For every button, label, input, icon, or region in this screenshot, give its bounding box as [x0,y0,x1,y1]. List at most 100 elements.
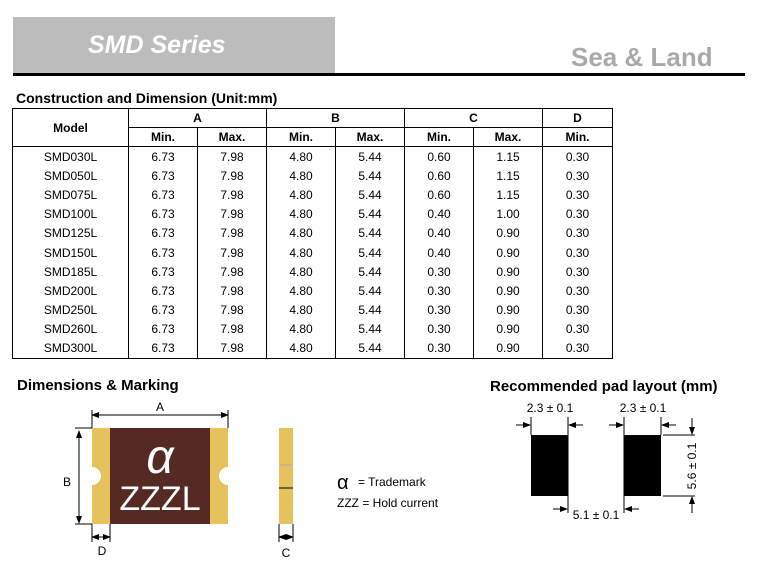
value-cell: 0.30 [404,319,474,339]
value-cell: 0.90 [473,242,543,263]
value-cell: 1.15 [473,146,543,167]
value-cell: 4.80 [266,281,336,301]
group-header: D [542,108,613,128]
table-row: SMD260L 6.73 7.98 4.80 5.44 0.30 0.90 0.30 [12,319,613,339]
value-cell: 5.44 [335,262,405,282]
value-cell: 7.98 [197,319,267,339]
model-header: Model [12,108,129,147]
value-cell: 0.30 [542,204,613,224]
brand-name: Sea & Land [571,42,713,72]
value-cell: 5.44 [335,338,405,359]
model-cell: SMD300L [12,338,129,359]
value-cell: 5.44 [335,146,405,167]
label-b: B [63,475,71,489]
value-cell: 0.60 [404,146,474,167]
value-cell: 0.90 [473,223,543,243]
value-cell: 4.80 [266,223,336,243]
label-d: D [98,544,107,558]
series-banner: SMD Series [13,17,335,73]
group-header: A [128,108,267,128]
table-row: SMD050L 6.73 7.98 4.80 5.44 0.60 1.15 0.30 [12,166,613,186]
value-cell: 6.73 [128,319,198,339]
value-cell: 7.98 [197,204,267,224]
model-cell: SMD250L [12,300,129,320]
group-header: B [266,108,405,128]
subheader: Min. [404,127,474,147]
value-cell: 0.60 [404,185,474,205]
value-cell: 0.90 [473,281,543,301]
value-cell: 4.80 [266,185,336,205]
value-cell: 4.80 [266,262,336,282]
value-cell: 6.73 [128,300,198,320]
value-cell: 6.73 [128,166,198,186]
value-cell: 6.73 [128,204,198,224]
subheader: Min. [266,127,336,147]
value-cell: 1.15 [473,185,543,205]
value-cell: 5.44 [335,242,405,263]
table-row: SMD185L 6.73 7.98 4.80 5.44 0.30 0.90 0.30 [12,262,613,282]
value-cell: 5.44 [335,204,405,224]
value-cell: 4.80 [266,242,336,263]
value-cell: 5.44 [335,185,405,205]
table-row: SMD075L 6.73 7.98 4.80 5.44 0.60 1.15 0.30 [12,185,613,205]
value-cell: 0.60 [404,166,474,186]
value-cell: 0.90 [473,262,543,282]
legend-hold-current: ZZZ = Hold current [337,496,439,510]
value-cell: 7.98 [197,338,267,359]
model-cell: SMD100L [12,204,129,224]
table-row: SMD125L 6.73 7.98 4.80 5.44 0.40 0.90 0.30 [12,223,613,243]
value-cell: 6.73 [128,242,198,263]
pad-title: Recommended pad layout (mm) [490,378,718,395]
value-cell: 0.30 [404,281,474,301]
value-cell: 5.44 [335,166,405,186]
model-cell: SMD185L [12,262,129,282]
pad-left [531,435,568,496]
table-row: SMD150L 6.73 7.98 4.80 5.44 0.40 0.90 0.30 [12,242,613,263]
table-row: SMD300L 6.73 7.98 4.80 5.44 0.30 0.90 0.30 [12,338,613,359]
value-cell: 0.30 [542,281,613,301]
header-rule [13,73,745,76]
value-cell: 0.30 [404,338,474,359]
value-cell: 4.80 [266,338,336,359]
value-cell: 4.80 [266,319,336,339]
component-top-view: α ZZZL [83,428,237,524]
value-cell: 4.80 [266,166,336,186]
subheader: Max. [197,127,267,147]
value-cell: 0.30 [542,242,613,263]
value-cell: 0.40 [404,242,474,263]
pad-gap: 5.1 ± 0.1 [573,508,620,522]
value-cell: 0.90 [473,319,543,339]
value-cell: 1.00 [473,204,543,224]
component-side-view [279,428,293,524]
value-cell: 7.98 [197,166,267,186]
value-cell: 0.30 [542,185,613,205]
value-cell: 0.90 [473,338,543,359]
table-row: SMD030L 6.73 7.98 4.80 5.44 0.60 1.15 0.30 [12,146,613,167]
value-cell: 6.73 [128,146,198,167]
table-row: SMD250L 6.73 7.98 4.80 5.44 0.30 0.90 0.30 [12,300,613,320]
group-header: C [404,108,543,128]
model-cell: SMD050L [12,166,129,186]
table-row: SMD200L 6.73 7.98 4.80 5.44 0.30 0.90 0.30 [12,281,613,301]
marking-code: ZZZL [119,480,200,518]
value-cell: 6.73 [128,185,198,205]
diagrams: α ZZZL A B D C α = Trademark ZZZ = Hold … [63,400,699,560]
value-cell: 7.98 [197,262,267,282]
value-cell: 4.80 [266,300,336,320]
value-cell: 7.98 [197,223,267,243]
label-a: A [156,400,164,414]
trademark-symbol: α [146,431,175,484]
subheader: Min. [542,127,613,147]
model-cell: SMD200L [12,281,129,301]
subheader: Max. [473,127,543,147]
value-cell: 0.40 [404,204,474,224]
value-cell: 5.44 [335,319,405,339]
value-cell: 0.30 [542,146,613,167]
value-cell: 4.80 [266,146,336,167]
value-cell: 0.90 [473,300,543,320]
value-cell: 0.30 [542,223,613,243]
value-cell: 0.30 [542,319,613,339]
value-cell: 5.44 [335,223,405,243]
subheader: Max. [335,127,405,147]
dimension-table: Model A B C D Min. Max. Min. Max. Min. Max. Mi… [12,108,613,359]
